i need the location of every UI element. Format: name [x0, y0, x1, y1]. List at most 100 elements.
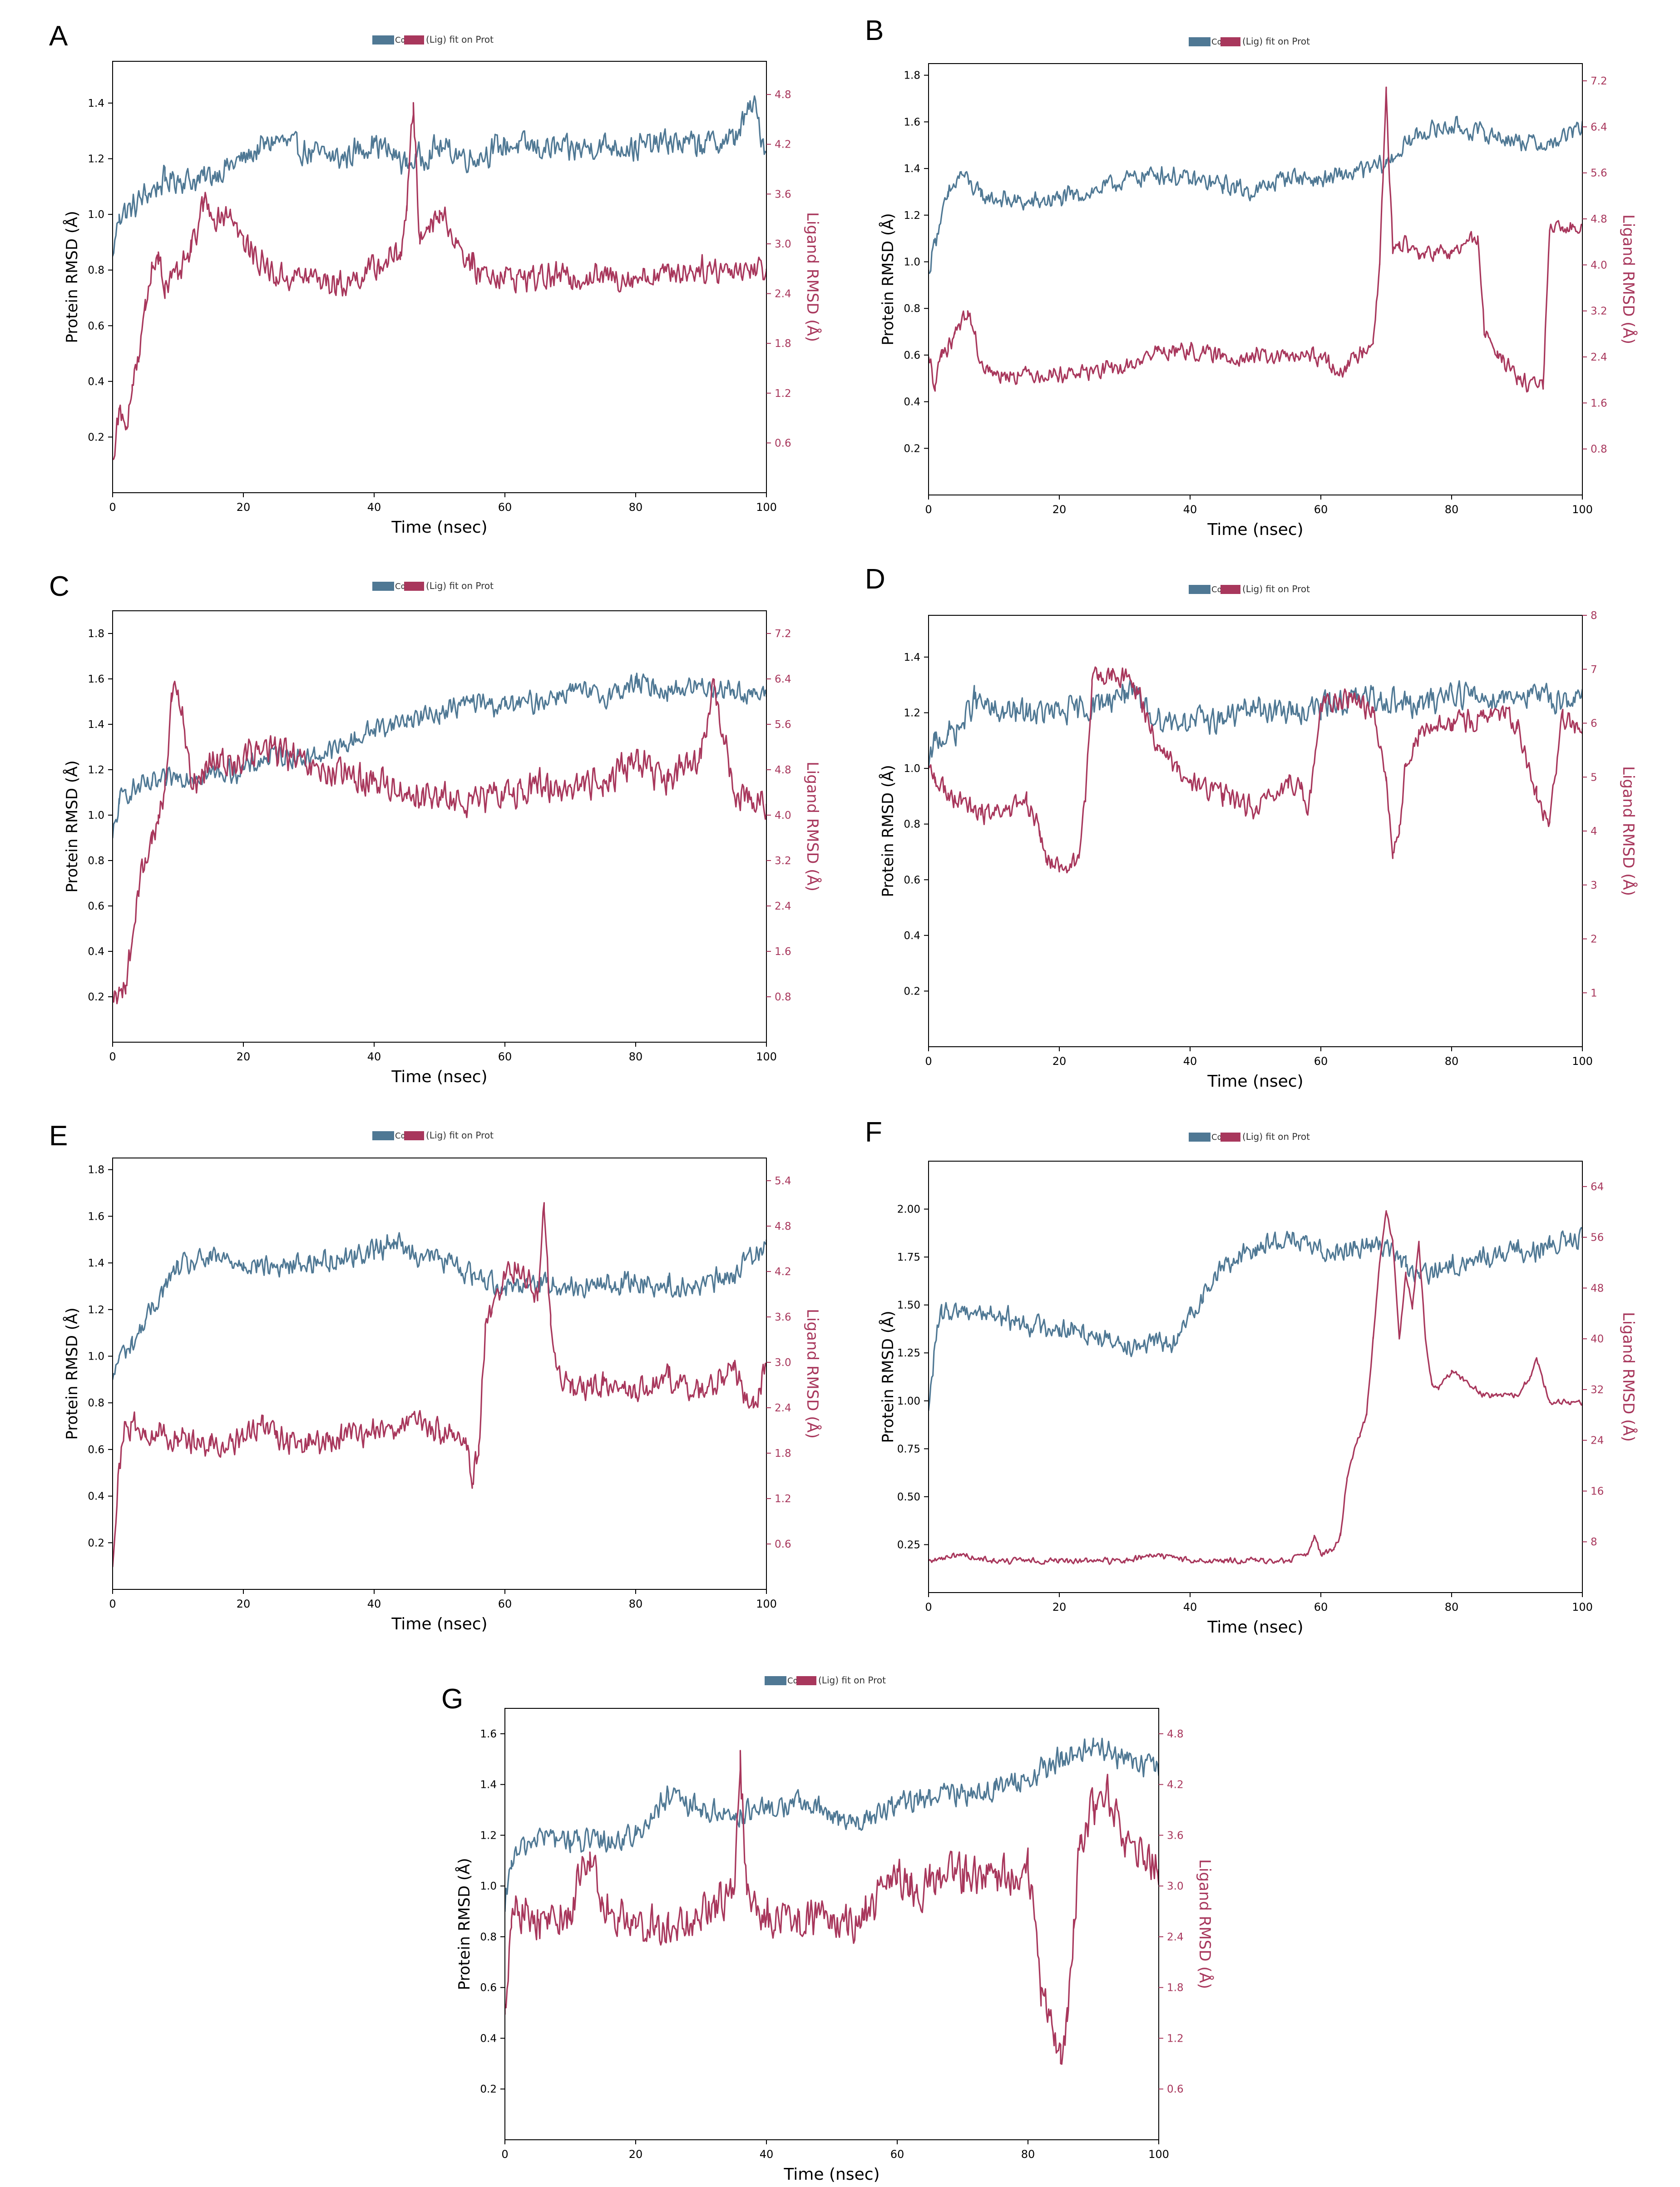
- legend-swatch-protein: [765, 1676, 786, 1685]
- y-left-tick-label: 0.2: [904, 443, 920, 455]
- y-left-tick-label: 1.0: [904, 763, 920, 775]
- y-left-axis-label: Protein RMSD (Å): [879, 765, 897, 897]
- y-right-tick-label: 3.2: [775, 855, 791, 867]
- x-tick-label: 80: [1021, 2148, 1035, 2161]
- plot-frame: [112, 61, 767, 493]
- x-tick-label: 40: [1183, 503, 1197, 516]
- x-tick-label: 40: [367, 1598, 381, 1610]
- y-right-tick-label: 4.0: [1591, 259, 1607, 271]
- legend-swatch-protein: [372, 582, 394, 591]
- y-left-tick-label: 1.4: [904, 163, 920, 175]
- y-right-tick-label: 40: [1591, 1333, 1604, 1345]
- y-left-tick-label: 1.0: [88, 810, 104, 821]
- y-left-tick-label: 0.6: [88, 320, 104, 332]
- x-tick-label: 60: [498, 1050, 512, 1063]
- x-tick-label: 60: [498, 501, 512, 514]
- y-left-tick-label: 0.25: [897, 1539, 920, 1551]
- x-tick-label: 100: [1148, 2148, 1169, 2161]
- y-left-tick-label: 1.8: [904, 70, 920, 82]
- y-right-tick-label: 3.0: [775, 238, 791, 250]
- y-right-tick-label: 24: [1591, 1435, 1604, 1447]
- legend-label: (Lig) fit on Prot: [426, 580, 494, 591]
- legend-label: (Lig) fit on Prot: [1242, 1131, 1310, 1142]
- y-right-tick-label: 7.2: [1591, 75, 1607, 87]
- legend-ca-label: Cα: [395, 1131, 406, 1141]
- y-left-tick-label: 0.4: [904, 930, 920, 942]
- chart-panel-e: E Cα (Lig) fit on Prot 0 20 40 60 80 100 Time (ns…: [49, 1120, 822, 1633]
- y-right-tick-label: 0.8: [775, 991, 791, 1003]
- legend-swatch-ligand: [796, 1676, 816, 1685]
- x-tick-label: 20: [237, 1050, 251, 1063]
- protein-rmsd-line: [505, 1737, 1159, 1912]
- y-right-tick-label: 2.4: [1167, 1931, 1184, 1943]
- legend: Cα (Lig) fit on Prot: [372, 580, 494, 591]
- y-right-tick-label: 3.6: [775, 188, 791, 200]
- y-left-tick-label: 1.0: [904, 256, 920, 268]
- x-tick-label: 0: [109, 1598, 116, 1610]
- y-right-tick-label: 4.8: [775, 1221, 791, 1232]
- y-left-tick-label: 0.4: [88, 946, 104, 958]
- legend-label: (Lig) fit on Prot: [1242, 584, 1310, 594]
- x-axis-label: Time (nsec): [783, 2165, 880, 2184]
- y-left-tick-label: 1.4: [904, 652, 920, 663]
- y-left-tick-label: 0.2: [904, 985, 920, 997]
- legend: Cα (Lig) fit on Prot: [1189, 584, 1310, 594]
- x-tick-label: 80: [629, 501, 643, 514]
- y-left-tick-label: 1.4: [88, 1257, 104, 1269]
- x-tick-label: 60: [1314, 503, 1328, 516]
- x-tick-label: 0: [925, 503, 932, 516]
- y-left-tick-label: 0.8: [904, 819, 920, 831]
- x-tick-label: 100: [756, 1598, 777, 1610]
- chart-panel-d: D Cα (Lig) fit on Prot 0 20 40 60 80 100 Time (ns…: [865, 564, 1638, 1091]
- y-right-tick-label: 8: [1591, 610, 1597, 622]
- x-axis-label: Time (nsec): [391, 518, 487, 537]
- chart-panel-a: A Cα (Lig) fit on Prot 0 20 40 60 80 100 Time (ns…: [49, 20, 822, 537]
- x-tick-label: 20: [1052, 1601, 1067, 1613]
- ligand-rmsd-line: [505, 1750, 1159, 2065]
- y-right-axis-label: Ligand RMSD (Å): [803, 212, 822, 342]
- panel-letter: D: [865, 564, 885, 595]
- y-left-axis-label: Protein RMSD (Å): [879, 1311, 897, 1443]
- y-right-tick-label: 64: [1591, 1181, 1604, 1193]
- y-right-tick-label: 0.8: [1591, 444, 1607, 455]
- x-tick-label: 40: [367, 501, 381, 514]
- y-right-tick-label: 3.2: [1591, 306, 1607, 317]
- y-right-tick-label: 3.6: [775, 1311, 791, 1323]
- legend-swatch-ligand: [1220, 1133, 1240, 1142]
- y-left-tick-label: 0.6: [88, 901, 104, 912]
- y-left-tick-label: 0.8: [88, 1397, 104, 1409]
- y-left-tick-label: 1.0: [88, 209, 104, 221]
- y-left-tick-label: 1.6: [88, 1211, 104, 1222]
- y-right-tick-label: 0.6: [775, 1539, 791, 1550]
- plot-frame: [112, 610, 767, 1043]
- chart-panel-b: B Cα (Lig) fit on Prot 0 20 40 60 80 100 Time (ns…: [865, 15, 1638, 539]
- y-right-tick-label: 2.4: [775, 288, 791, 300]
- x-axis-label: Time (nsec): [1207, 1618, 1303, 1637]
- legend-label: (Lig) fit on Prot: [818, 1675, 886, 1686]
- x-tick-label: 100: [1572, 1601, 1593, 1613]
- x-tick-label: 60: [890, 2148, 904, 2161]
- legend-swatch-protein: [1189, 37, 1211, 46]
- legend-swatch-ligand: [404, 1131, 424, 1140]
- x-tick-label: 100: [756, 1050, 777, 1063]
- plot-frame: [928, 615, 1583, 1047]
- y-left-tick-label: 1.25: [897, 1347, 920, 1359]
- y-right-tick-label: 4.8: [1591, 213, 1607, 225]
- y-right-axis-label: Ligand RMSD (Å): [1196, 1859, 1214, 1989]
- panel-letter: F: [865, 1117, 882, 1148]
- y-right-tick-label: 2.4: [1591, 351, 1607, 363]
- y-left-tick-label: 0.2: [88, 1537, 104, 1549]
- x-tick-label: 40: [760, 2148, 774, 2161]
- legend: Cα (Lig) fit on Prot: [372, 1130, 494, 1141]
- y-right-tick-label: 1.2: [775, 1493, 791, 1505]
- ligand-rmsd-line: [113, 678, 766, 1004]
- y-left-tick-label: 1.4: [480, 1779, 497, 1791]
- legend-ca-label: Cα: [1211, 1133, 1222, 1142]
- y-right-tick-label: 1.2: [775, 388, 791, 400]
- y-right-tick-label: 4.2: [775, 139, 791, 151]
- protein-rmsd-line: [929, 679, 1582, 769]
- y-right-axis-label: Ligand RMSD (Å): [803, 1309, 822, 1439]
- legend-label: (Lig) fit on Prot: [426, 34, 494, 45]
- y-left-tick-label: 1.4: [88, 719, 104, 731]
